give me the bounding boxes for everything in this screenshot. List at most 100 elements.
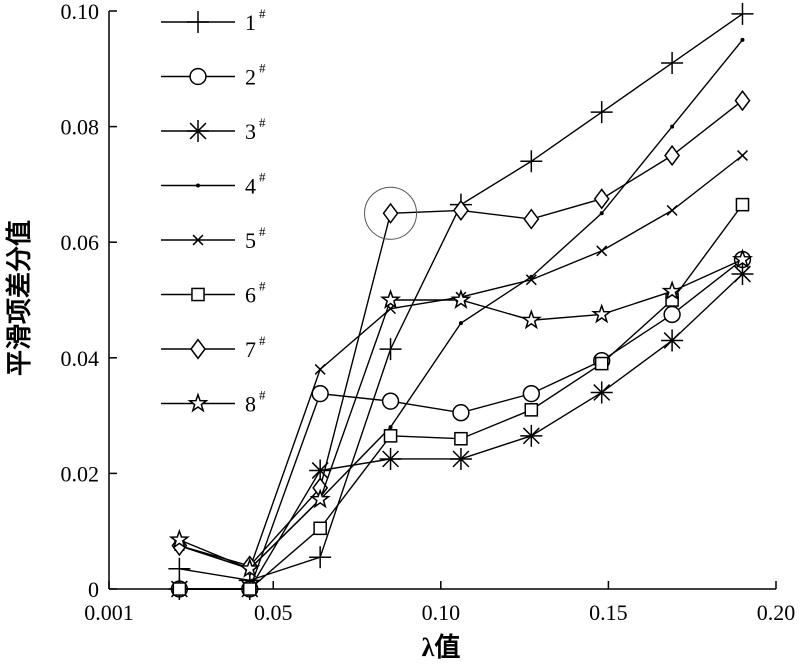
marker-stroke	[382, 450, 399, 468]
marker-star	[239, 557, 261, 578]
legend-label: 8	[245, 392, 256, 417]
marker-stroke	[593, 384, 611, 401]
marker-circle	[189, 67, 207, 86]
legend: 1 #2 #3 #4 #5 #6 #7 #8 #	[161, 6, 266, 417]
legend-label: 1	[245, 10, 256, 35]
data-point	[242, 582, 257, 596]
x-tick-label: 0.10	[422, 600, 461, 625]
data-point	[740, 37, 745, 42]
marker-stroke	[734, 265, 751, 283]
data-point	[452, 199, 469, 222]
legend-marker	[196, 183, 200, 188]
data-point	[454, 431, 468, 446]
data-point	[735, 197, 750, 212]
legend-superscript: #	[259, 279, 266, 294]
marker-dot	[458, 321, 463, 326]
legend-label: 6	[245, 283, 256, 308]
data-point	[524, 403, 539, 417]
legend-marker	[190, 338, 206, 360]
marker-stroke	[522, 427, 540, 445]
legend-superscript: #	[259, 224, 266, 239]
legend-superscript: #	[259, 388, 266, 403]
marker-star	[380, 288, 402, 309]
data-point	[596, 245, 608, 257]
marker-dot	[388, 425, 393, 430]
data-point	[734, 89, 751, 112]
data-point	[664, 144, 681, 167]
legend-entry-4: 4 #	[161, 170, 266, 199]
legend-superscript: #	[259, 61, 266, 76]
series-3	[168, 262, 754, 600]
marker-star	[450, 288, 472, 309]
legend-marker	[187, 11, 209, 33]
data-point	[313, 521, 327, 536]
marker-square	[454, 431, 468, 446]
marker-square	[191, 287, 205, 302]
data-point	[168, 557, 191, 580]
data-point	[520, 309, 542, 330]
marker-dot	[599, 211, 604, 216]
legend-superscript: #	[259, 170, 266, 185]
legend-entry-8: 8 #	[161, 388, 266, 417]
marker-stroke	[452, 450, 470, 468]
marker-diamond	[734, 89, 751, 112]
data-point	[379, 447, 402, 470]
data-point	[590, 101, 613, 124]
y-tick-label: 0	[88, 577, 99, 602]
data-point	[380, 288, 402, 309]
data-point	[168, 528, 190, 549]
data-point	[520, 150, 543, 173]
marker-square	[594, 356, 609, 371]
legend-entry-7: 7 #	[161, 333, 266, 362]
data-point	[661, 280, 683, 301]
legend-superscript: #	[259, 333, 266, 348]
marker-stroke	[314, 363, 326, 375]
y-tick-label: 0.08	[61, 115, 100, 140]
marker-stroke	[666, 204, 678, 216]
data-point	[309, 546, 332, 569]
data-point	[666, 204, 678, 216]
data-point	[523, 208, 540, 230]
data-point	[520, 424, 543, 447]
marker-diamond	[190, 338, 206, 360]
marker-dot	[740, 37, 745, 42]
marker-stroke	[663, 332, 681, 349]
marker-diamond	[523, 208, 540, 230]
data-point	[172, 582, 187, 596]
y-tick-label: 0.06	[61, 230, 100, 255]
series-8	[168, 248, 754, 578]
data-point	[381, 392, 400, 410]
data-point	[239, 557, 261, 578]
series-line	[179, 258, 743, 590]
legend-marker	[189, 67, 207, 86]
legend-label: 7	[245, 337, 256, 362]
data-point	[593, 188, 610, 210]
data-point	[379, 338, 402, 361]
data-point	[525, 274, 537, 286]
y-axis-title: 平滑项差分值	[4, 220, 34, 376]
series-6	[172, 197, 750, 596]
data-point	[452, 404, 470, 422]
marker-star	[591, 303, 613, 324]
marker-star	[731, 248, 754, 269]
marker-diamond	[664, 144, 681, 167]
marker-square	[383, 429, 398, 443]
marker-dot	[670, 124, 675, 129]
marker-diamond	[452, 199, 469, 222]
legend-marker	[187, 120, 209, 142]
data-point	[383, 429, 398, 443]
marker-star	[168, 528, 190, 549]
y-tick-label: 0.02	[61, 461, 100, 486]
data-point	[388, 425, 393, 430]
marker-square	[172, 582, 187, 596]
x-tick-label: 0.15	[589, 600, 628, 625]
data-point	[731, 248, 754, 269]
marker-circle	[381, 392, 400, 410]
data-point	[449, 447, 472, 470]
legend-entry-6: 6 #	[161, 279, 266, 308]
marker-stroke	[596, 245, 608, 257]
marker-circle	[663, 305, 681, 324]
legend-marker	[192, 234, 204, 246]
legend-label: 3	[245, 119, 256, 144]
